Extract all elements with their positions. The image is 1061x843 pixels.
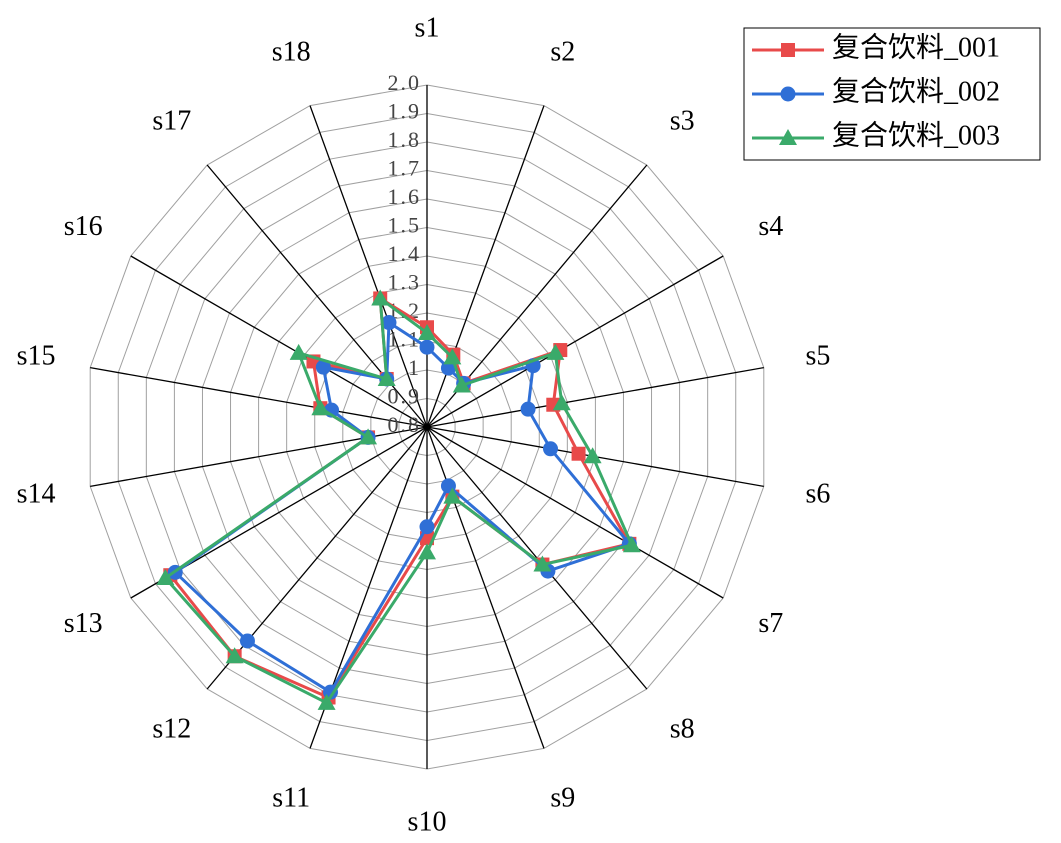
marker (317, 693, 336, 710)
marker (289, 343, 308, 360)
legend: 复合饮料_001 复合饮料_002 复合饮料_003 (743, 27, 1041, 161)
axis-label: s16 (64, 211, 103, 242)
tick-label: 1 (408, 355, 421, 380)
marker (381, 315, 397, 331)
spoke (90, 366, 428, 428)
spoke (426, 426, 545, 749)
marker (779, 129, 797, 145)
spoke (309, 105, 428, 428)
axis-label: s15 (17, 340, 56, 371)
axis-label: s5 (806, 340, 831, 371)
marker (418, 323, 436, 340)
axis-label: s4 (758, 211, 783, 242)
marker (533, 555, 552, 572)
legend-text: 复合饮料_002 (832, 75, 1000, 107)
marker (156, 569, 175, 586)
tick-label: 1.9 (388, 99, 422, 124)
tick-label: 1.7 (388, 156, 422, 181)
tick-label: 1.3 (388, 270, 422, 295)
marker (239, 633, 255, 649)
marker (542, 441, 558, 457)
axis-label: s2 (550, 36, 575, 67)
marker (418, 543, 436, 560)
marker (225, 647, 244, 664)
axis-label: s17 (152, 105, 191, 136)
marker (443, 348, 462, 365)
axis-label: s13 (64, 608, 103, 639)
axis-label: s10 (408, 806, 447, 837)
marker (780, 86, 796, 102)
tick-label: 1.4 (388, 241, 422, 266)
legend-text: 复合饮料_001 (832, 31, 1000, 63)
axis-label: s12 (152, 714, 191, 745)
axis-label: s8 (670, 714, 695, 745)
axis-label: s3 (670, 105, 695, 136)
axis-label: s1 (415, 12, 440, 43)
axis-label: s7 (758, 608, 783, 639)
axis-label: s11 (272, 782, 310, 813)
tick-label: 1.8 (388, 127, 422, 152)
tick-label: 0.9 (388, 384, 422, 409)
marker (359, 428, 378, 445)
marker (377, 369, 396, 386)
marker (315, 359, 331, 375)
marker (452, 376, 471, 393)
tick-label: 2.0 (388, 70, 422, 95)
tick-label: 0.8 (388, 412, 422, 437)
spoke (426, 255, 724, 428)
marker (520, 401, 536, 417)
marker (571, 446, 586, 461)
tick-label: 1.5 (388, 213, 422, 238)
marker (546, 343, 565, 360)
marker (311, 399, 330, 416)
axis-label: s14 (17, 478, 56, 509)
axis-label: s9 (550, 782, 575, 813)
legend-text: 复合饮料_003 (832, 119, 1000, 151)
spoke (426, 426, 724, 599)
axis-label: s18 (272, 36, 311, 67)
axis-label: s6 (806, 478, 831, 509)
spoke (130, 255, 428, 428)
tick-label: 1.6 (388, 184, 422, 209)
marker (419, 339, 435, 355)
marker (781, 43, 795, 57)
spoke (426, 366, 764, 428)
marker (371, 289, 390, 306)
marker (583, 447, 602, 464)
marker (552, 394, 571, 411)
marker (443, 487, 462, 504)
marker (419, 519, 435, 535)
marker (622, 536, 641, 553)
